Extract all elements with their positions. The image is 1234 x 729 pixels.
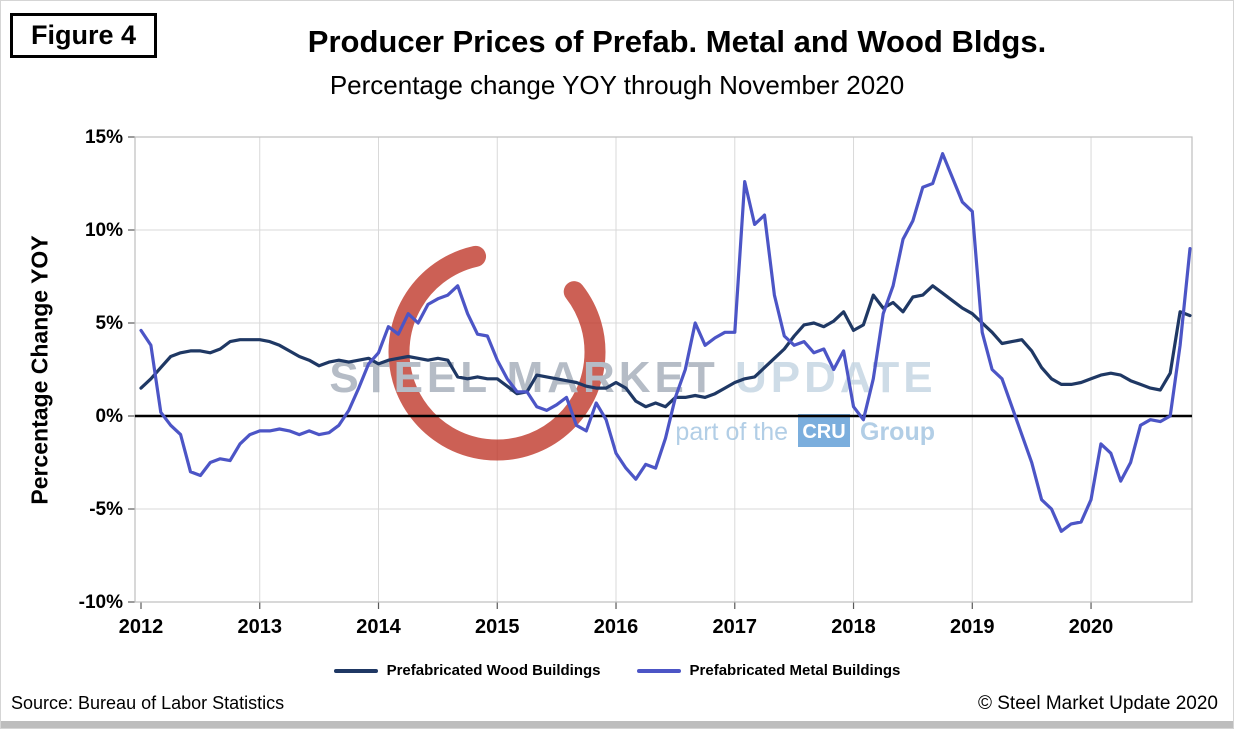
svg-text:5%: 5% xyxy=(96,313,124,334)
smu-swoosh-icon xyxy=(388,243,606,461)
svg-text:2018: 2018 xyxy=(831,616,876,638)
watermark-tagline-suffix: Group xyxy=(860,418,935,446)
svg-text:-5%: -5% xyxy=(89,499,123,520)
cru-badge xyxy=(798,414,850,447)
svg-text:2017: 2017 xyxy=(713,616,758,638)
chart-title: Producer Prices of Prefab. Metal and Woo… xyxy=(307,24,1047,59)
svg-text:15%: 15% xyxy=(85,127,123,148)
svg-text:2014: 2014 xyxy=(356,616,401,638)
wood-series-swatch-icon xyxy=(333,668,378,673)
svg-text:0%: 0% xyxy=(96,406,124,427)
svg-text:2019: 2019 xyxy=(950,616,995,638)
series-line-wood xyxy=(139,284,1192,409)
series-line-metal xyxy=(139,152,1192,533)
legend-label-wood: Prefabricated Wood Buildings xyxy=(386,662,601,679)
svg-text:2020: 2020 xyxy=(1069,616,1114,638)
cru-badge-label: CRU xyxy=(802,421,845,443)
chart-subtitle: Percentage change YOY through November 2… xyxy=(329,70,905,100)
y-axis-title: Percentage Change YOY xyxy=(26,235,53,505)
metal-series-swatch-icon xyxy=(636,668,681,673)
watermark-tagline-prefix: part of the xyxy=(675,418,788,446)
legend-label-metal: Prefabricated Metal Buildings xyxy=(689,662,901,679)
source-note: Source: Bureau of Labor Statistics xyxy=(11,693,285,713)
svg-text:2015: 2015 xyxy=(475,616,520,638)
svg-text:2013: 2013 xyxy=(238,616,283,638)
svg-text:2012: 2012 xyxy=(119,616,164,638)
legend: Prefabricated Wood Buildings Prefabricat… xyxy=(0,662,1234,679)
bottom-border-bar xyxy=(0,721,1234,729)
svg-text:2016: 2016 xyxy=(594,616,639,638)
figure-label: Figure 4 xyxy=(10,13,158,58)
svg-text:-10%: -10% xyxy=(79,592,123,613)
copyright-note: © Steel Market Update 2020 xyxy=(977,693,1218,714)
svg-text:10%: 10% xyxy=(85,220,123,241)
legend-item-wood: Prefabricated Wood Buildings xyxy=(333,662,601,679)
legend-item-metal: Prefabricated Metal Buildings xyxy=(636,662,901,679)
